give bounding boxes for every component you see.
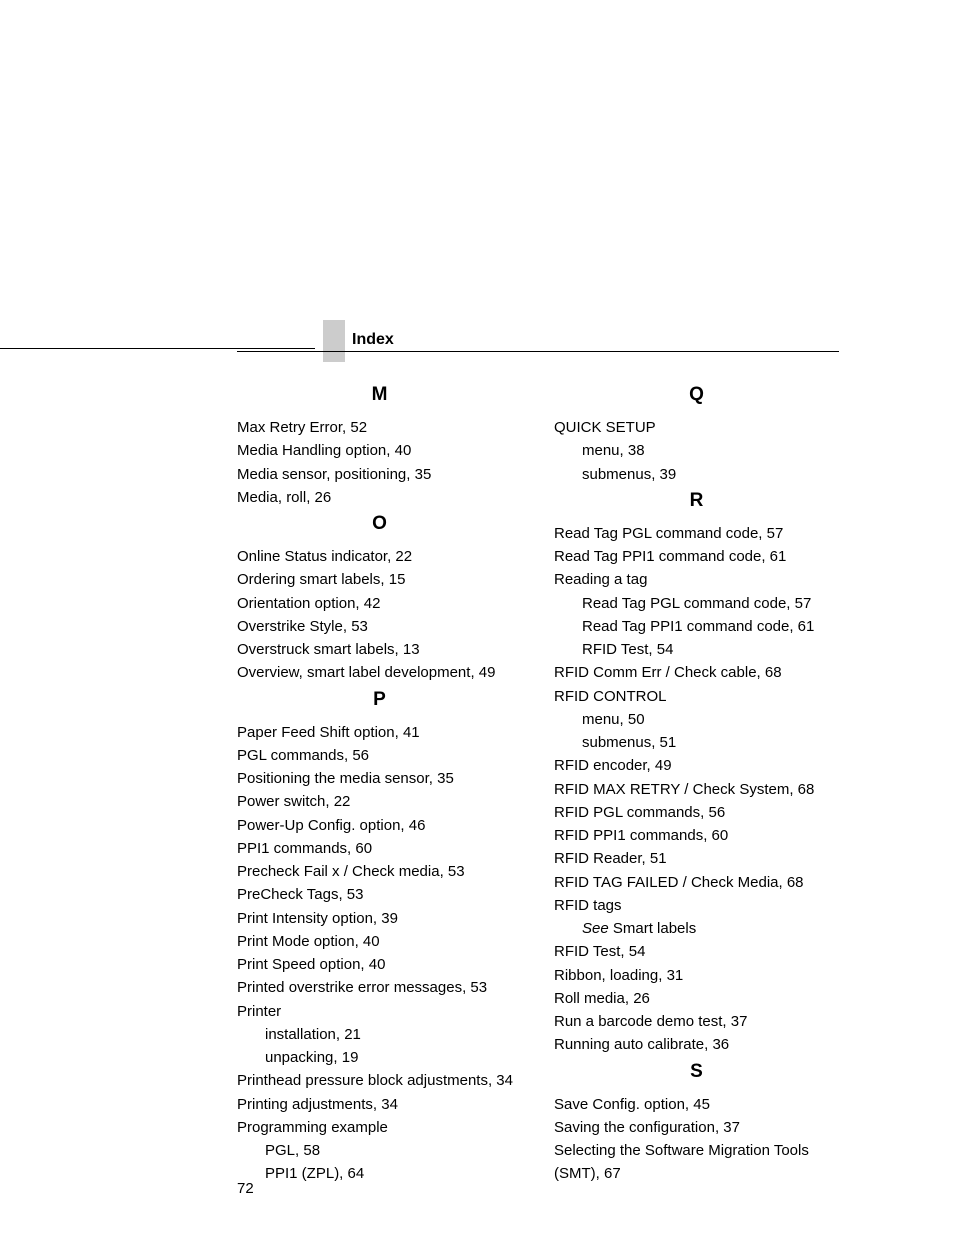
index-entry: RFID TAG FAILED / Check Media, 68 <box>554 871 839 894</box>
letter-heading-s: S <box>554 1061 839 1083</box>
index-sub-entry: unpacking, 19 <box>237 1046 522 1069</box>
index-entry: Overstruck smart labels, 13 <box>237 638 522 661</box>
index-entry: Ribbon, loading, 31 <box>554 964 839 987</box>
index-entry: Run a barcode demo test, 37 <box>554 1010 839 1033</box>
index-sub-entry: PGL, 58 <box>237 1139 522 1162</box>
index-sub-entry: RFID Test, 54 <box>554 638 839 661</box>
index-entry: RFID tags <box>554 894 839 917</box>
index-entry: Printer <box>237 1000 522 1023</box>
letter-heading-q: Q <box>554 384 839 406</box>
index-entry: PreCheck Tags, 53 <box>237 883 522 906</box>
index-entry: Saving the configuration, 37 <box>554 1116 839 1139</box>
index-sub-entry: submenus, 51 <box>554 731 839 754</box>
index-entry: Orientation option, 42 <box>237 592 522 615</box>
page-number: 72 <box>237 1180 254 1197</box>
left-column: M Max Retry Error, 52 Media Handling opt… <box>237 380 522 1186</box>
index-entry: RFID Comm Err / Check cable, 68 <box>554 661 839 684</box>
index-entry: Power switch, 22 <box>237 790 522 813</box>
index-entry: Print Speed option, 40 <box>237 953 522 976</box>
index-entry: Roll media, 26 <box>554 987 839 1010</box>
index-entry: Online Status indicator, 22 <box>237 545 522 568</box>
see-reference-rest: Smart labels <box>609 920 697 937</box>
index-entry: Overstrike Style, 53 <box>237 615 522 638</box>
index-entry: Media sensor, positioning, 35 <box>237 463 522 486</box>
index-entry: Printhead pressure block adjustments, 34 <box>237 1069 522 1092</box>
index-entry: RFID Test, 54 <box>554 940 839 963</box>
page-container: Index M Max Retry Error, 52 Media Handli… <box>0 0 954 1235</box>
index-entry: PGL commands, 56 <box>237 744 522 767</box>
index-entry: Programming example <box>237 1116 522 1139</box>
index-entry: Media Handling option, 40 <box>237 439 522 462</box>
index-sub-entry: installation, 21 <box>237 1023 522 1046</box>
index-entry: Read Tag PGL command code, 57 <box>554 522 839 545</box>
index-entry: Ordering smart labels, 15 <box>237 568 522 591</box>
index-entry: Print Intensity option, 39 <box>237 907 522 930</box>
index-sub-entry: menu, 50 <box>554 708 839 731</box>
letter-heading-r: R <box>554 490 839 512</box>
index-entry: RFID PPI1 commands, 60 <box>554 824 839 847</box>
index-entry: Printed overstrike error messages, 53 <box>237 976 522 999</box>
index-entry: QUICK SETUP <box>554 416 839 439</box>
index-columns: M Max Retry Error, 52 Media Handling opt… <box>237 380 839 1186</box>
index-entry: Media, roll, 26 <box>237 486 522 509</box>
index-entry: RFID Reader, 51 <box>554 847 839 870</box>
index-sub-entry: Read Tag PGL command code, 57 <box>554 592 839 615</box>
index-entry: Max Retry Error, 52 <box>237 416 522 439</box>
index-sub-entry: menu, 38 <box>554 439 839 462</box>
see-reference-italic: See <box>582 920 609 937</box>
index-entry: Selecting the Software Migration Tools (… <box>554 1139 839 1186</box>
index-entry: Read Tag PPI1 command code, 61 <box>554 545 839 568</box>
index-sub-entry: PPI1 (ZPL), 64 <box>237 1162 522 1185</box>
index-entry: RFID CONTROL <box>554 685 839 708</box>
header-section: Index <box>237 330 839 352</box>
page-title: Index <box>352 331 394 349</box>
index-entry: RFID PGL commands, 56 <box>554 801 839 824</box>
letter-heading-o: O <box>237 513 522 535</box>
index-entry: Overview, smart label development, 49 <box>237 661 522 684</box>
index-entry: Precheck Fail x / Check media, 53 <box>237 860 522 883</box>
index-sub-entry: submenus, 39 <box>554 463 839 486</box>
index-entry: Positioning the media sensor, 35 <box>237 767 522 790</box>
letter-heading-m: M <box>237 384 522 406</box>
index-entry: Running auto calibrate, 36 <box>554 1033 839 1056</box>
index-sub-entry: Read Tag PPI1 command code, 61 <box>554 615 839 638</box>
index-entry: RFID MAX RETRY / Check System, 68 <box>554 778 839 801</box>
letter-heading-p: P <box>237 689 522 711</box>
index-entry: Paper Feed Shift option, 41 <box>237 721 522 744</box>
index-entry: PPI1 commands, 60 <box>237 837 522 860</box>
header-line: Index <box>237 330 839 352</box>
index-entry: Print Mode option, 40 <box>237 930 522 953</box>
index-entry: RFID encoder, 49 <box>554 754 839 777</box>
index-sub-entry: See Smart labels <box>554 917 839 940</box>
index-entry: Power-Up Config. option, 46 <box>237 814 522 837</box>
index-entry: Reading a tag <box>554 568 839 591</box>
index-entry: Save Config. option, 45 <box>554 1093 839 1116</box>
right-column: Q QUICK SETUP menu, 38 submenus, 39 R Re… <box>554 380 839 1186</box>
index-entry: Printing adjustments, 34 <box>237 1093 522 1116</box>
